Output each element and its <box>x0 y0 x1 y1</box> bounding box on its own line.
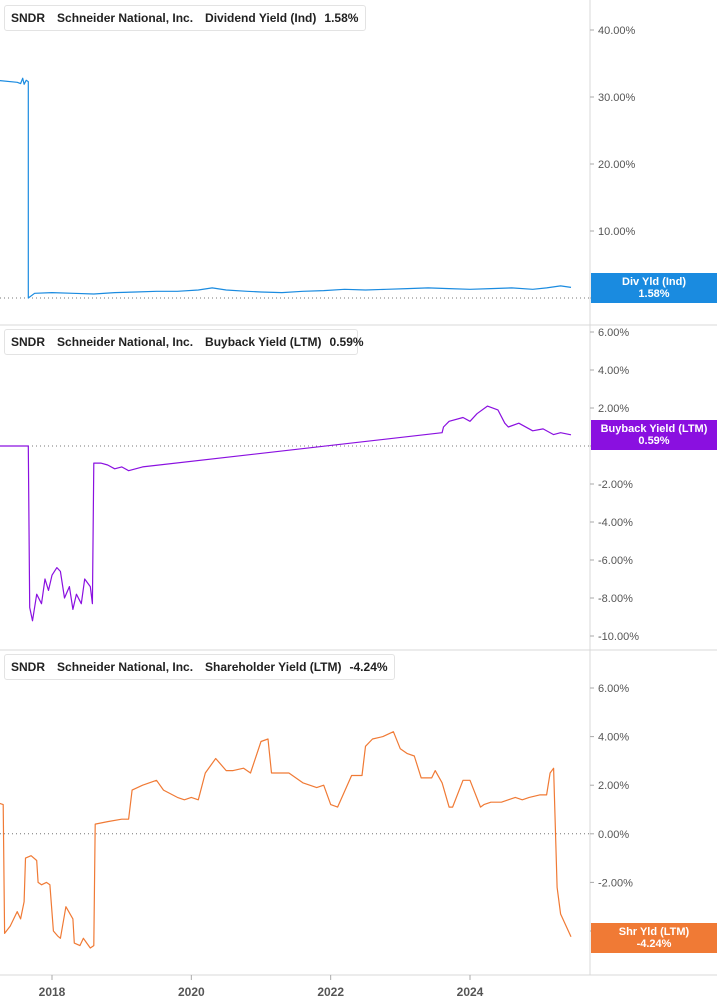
badge-value: -4.24% <box>636 938 672 950</box>
dividend-y-tick-label: 20.00% <box>598 159 636 171</box>
buyback-y-tick-label: -6.00% <box>598 555 633 567</box>
legend-dividend-yield[interactable]: SNDR Schneider National, Inc. Dividend Y… <box>4 5 366 31</box>
badge-value: 0.59% <box>638 435 670 447</box>
badge-value: 1.58% <box>638 288 670 300</box>
buyback-y-tick-label: 6.00% <box>598 327 629 339</box>
shareholder-y-tick-label: -2.00% <box>598 877 633 889</box>
legend-metric: Shareholder Yield (LTM) <box>205 660 342 674</box>
tick-layer: 40.00% 30.00% 20.00% 10.00% 0.00% 6.00% 4.00% 2… <box>39 25 640 999</box>
buyback-y-tick-label: 4.00% <box>598 365 629 377</box>
shareholder-series-line <box>0 731 572 949</box>
buyback-y-tick-label: 2.00% <box>598 403 629 415</box>
legend-ticker: SNDR <box>11 335 46 349</box>
buyback-y-tick-label: -4.00% <box>598 517 633 529</box>
legend-company: Schneider National, Inc. <box>57 11 194 25</box>
badge-label: Shr Yld (LTM) <box>618 926 690 938</box>
shareholder-y-tick-label: 0.00% <box>598 829 629 841</box>
legend-ticker: SNDR <box>11 11 46 25</box>
buyback-value-badge: Buyback Yield (LTM) 0.59% <box>591 420 717 450</box>
shareholder-value-badge: Shr Yld (LTM) -4.24% <box>591 923 717 953</box>
x-tick-label: 2022 <box>317 985 344 999</box>
dividend-y-tick-label: 30.00% <box>598 92 636 104</box>
legend-metric: Dividend Yield (Ind) <box>205 11 317 25</box>
badge-label: Div Yld (Ind) <box>622 276 686 288</box>
legend-shareholder-yield[interactable]: SNDR Schneider National, Inc. Shareholde… <box>4 654 395 680</box>
series-layer <box>0 77 572 949</box>
legend-value: 0.59% <box>329 335 364 349</box>
dividend-value-badge: Div Yld (Ind) 1.58% <box>591 273 717 303</box>
buyback-y-tick-label: -10.00% <box>598 631 639 643</box>
buyback-y-tick-label: -2.00% <box>598 479 633 491</box>
badge-label: Buyback Yield (LTM) <box>600 423 708 435</box>
legend-metric: Buyback Yield (LTM) <box>205 335 322 349</box>
x-tick-label: 2024 <box>457 985 484 999</box>
legend-company: Schneider National, Inc. <box>57 335 194 349</box>
dividend-y-tick-label: 40.00% <box>598 25 636 37</box>
legend-company: Schneider National, Inc. <box>57 660 194 674</box>
shareholder-y-tick-label: 2.00% <box>598 780 629 792</box>
legend-value: 1.58% <box>324 11 359 25</box>
x-tick-label: 2018 <box>39 985 66 999</box>
legend-ticker: SNDR <box>11 660 46 674</box>
dividend-y-tick-label: 10.00% <box>598 226 636 238</box>
dividend-series-line <box>0 77 572 299</box>
x-tick-label: 2020 <box>178 985 205 999</box>
shareholder-y-tick-label: 4.00% <box>598 732 629 744</box>
legend-value: -4.24% <box>349 660 388 674</box>
buyback-series-line <box>0 405 572 622</box>
buyback-y-tick-label: -8.00% <box>598 593 633 605</box>
legend-buyback-yield[interactable]: SNDR Schneider National, Inc. Buyback Yi… <box>4 329 364 355</box>
shareholder-y-tick-label: 6.00% <box>598 683 629 695</box>
grid-layer <box>0 0 717 976</box>
